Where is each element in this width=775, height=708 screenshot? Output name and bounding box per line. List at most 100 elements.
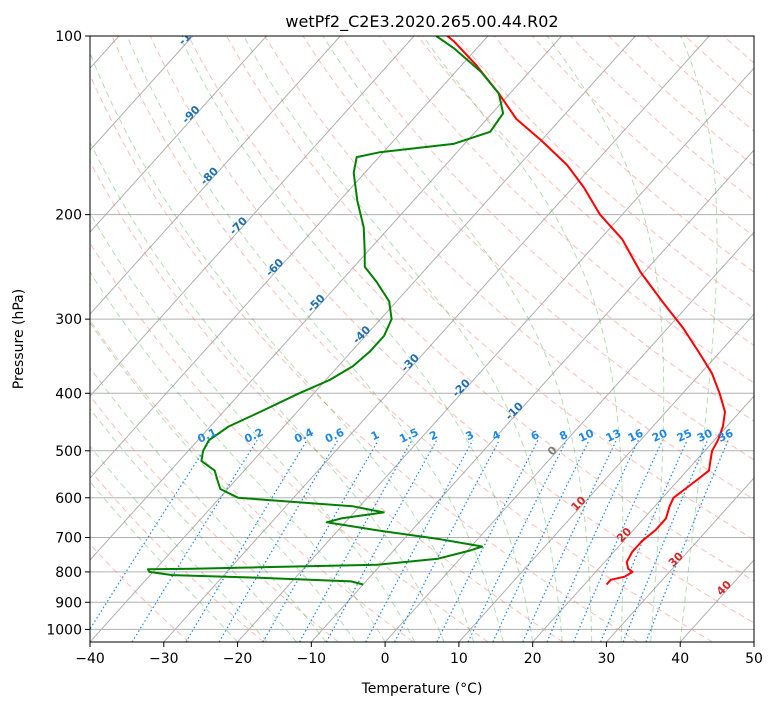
mixing-ratio-label: 1: [369, 428, 381, 443]
x-axis-label: Temperature (°C): [361, 681, 483, 697]
x-tick-label: 10: [450, 651, 468, 667]
mixing-ratio-line: [299, 439, 413, 642]
inline-labels: -100-90-80-70-60-50-40-30-20-10010203040…: [176, 19, 736, 598]
isotherm-label: -100: [176, 19, 205, 48]
x-tick-label: −30: [149, 651, 179, 667]
moist-adiabat-line: [90, 212, 416, 642]
moist-adiabat-line: [90, 270, 386, 642]
dry-adiabat-line: [90, 319, 414, 642]
isotherm-line: [458, 313, 754, 642]
mixing-ratio-line: [622, 440, 709, 642]
y-tick-label: 1000: [46, 622, 82, 638]
isotherm-label: -40: [350, 323, 373, 346]
dry-adiabat-line: [455, 36, 754, 310]
mixing-ratio-line: [262, 439, 379, 642]
moist-adiabat-line: [90, 481, 238, 642]
isotherm-line: [90, 36, 489, 479]
isotherm-line: [237, 67, 754, 642]
mixing-ratio-line: [492, 440, 590, 642]
dry-adiabat-line: [111, 36, 713, 642]
y-axis-label: Pressure (hPa): [11, 289, 27, 389]
dry-adiabat-line: [226, 36, 754, 541]
moist-adiabat-line: [90, 141, 445, 642]
isotherm-label: -60: [263, 256, 286, 279]
dewpoint-line: [147, 36, 505, 586]
dry-adiabat-line: [264, 36, 754, 501]
dry-adiabat-line: [762, 36, 775, 642]
y-tick-label: 300: [55, 312, 82, 328]
dry-adiabat-line: [90, 241, 489, 642]
x-tick-label: 30: [598, 651, 616, 667]
dry-adiabat-line: [90, 543, 190, 642]
isotherm-label: -30: [399, 351, 422, 374]
isotherm-line: [384, 231, 754, 642]
x-tick-label: 20: [524, 651, 542, 667]
mixing-ratio-line: [572, 440, 664, 642]
moist-adiabat-line: [126, 36, 504, 642]
isotherm-line: [90, 36, 636, 642]
mixing-ratio-label: 20: [650, 426, 670, 444]
isotherm-line: [90, 36, 415, 397]
y-tick-label: 100: [55, 29, 82, 45]
background-lines: [90, 36, 775, 642]
dry-adiabat-line: [302, 36, 754, 461]
isotherm-label: -50: [305, 292, 328, 315]
mixing-ratio-label: 2: [427, 428, 439, 443]
dry-adiabat-label: 30: [666, 549, 686, 569]
mixing-ratio-label: 25: [675, 427, 694, 445]
mixing-ratio-line: [131, 439, 258, 642]
y-tick-label: 600: [55, 491, 82, 507]
x-tick-label: −10: [297, 651, 327, 667]
x-tick-label: 50: [745, 651, 763, 667]
dry-adiabat-label: 40: [714, 578, 734, 598]
mixing-ratio-label: 10: [577, 426, 597, 444]
plot-frame: [89, 35, 755, 643]
mixing-ratio-label: 0.2: [242, 426, 265, 446]
moist-adiabat-line: [90, 51, 475, 642]
mixing-ratio-line: [185, 439, 308, 642]
moist-adiabat-line: [90, 366, 327, 642]
mixing-ratio-line: [522, 440, 617, 642]
isotherm-line: [90, 36, 194, 151]
x-tick-label: −20: [223, 651, 253, 667]
dry-adiabat-line: [379, 36, 754, 384]
isotherm-line: [310, 149, 754, 642]
chart-title: wetPf2_C2E3.2020.265.00.44.R02: [285, 12, 558, 32]
x-tick-label: 40: [671, 651, 689, 667]
dry-adiabat-line: [90, 395, 339, 642]
mixing-ratio-line: [90, 439, 211, 631]
moist-adiabat-line: [679, 36, 718, 642]
y-tick-label: 800: [55, 565, 82, 581]
moist-adiabat-line: [90, 445, 268, 642]
y-tick-label: 200: [55, 208, 82, 224]
moist-adiabat-line: [243, 36, 563, 642]
mixing-ratio-label: 16: [626, 427, 646, 445]
dry-adiabat-line: [646, 36, 754, 132]
dry-adiabat-line: [417, 36, 754, 347]
isotherm-label: -80: [198, 164, 221, 187]
temperature-line: [446, 36, 726, 586]
moist-adiabat-line: [546, 36, 665, 642]
isotherm-line: [90, 36, 267, 233]
x-tick-label: 0: [381, 651, 390, 667]
dry-adiabat-line: [493, 36, 754, 273]
dry-adiabat-label: 10: [569, 494, 589, 514]
isotherm-line: [753, 641, 754, 642]
mixing-ratio-line: [467, 440, 567, 642]
dry-adiabat-line: [531, 36, 754, 237]
dry-adiabat-label: 20: [614, 525, 634, 545]
moist-adiabat-line: [90, 321, 357, 642]
mixing-ratio-label: 0.1: [196, 426, 219, 446]
mixing-ratio-line: [600, 440, 688, 642]
y-tick-label: 900: [55, 595, 82, 611]
mixing-ratio-label: 13: [604, 427, 623, 445]
mixing-ratio-label: 8: [557, 428, 569, 443]
isotherm-line: [163, 36, 710, 642]
profile-lines: [147, 36, 726, 586]
moist-adiabat-line: [422, 36, 624, 642]
mixing-ratio-line: [546, 440, 639, 642]
y-tick-label: 500: [55, 444, 82, 460]
dry-adiabat-line: [149, 36, 754, 624]
isotherm-line: [679, 559, 754, 642]
mixing-ratio-label: 36: [716, 427, 736, 445]
